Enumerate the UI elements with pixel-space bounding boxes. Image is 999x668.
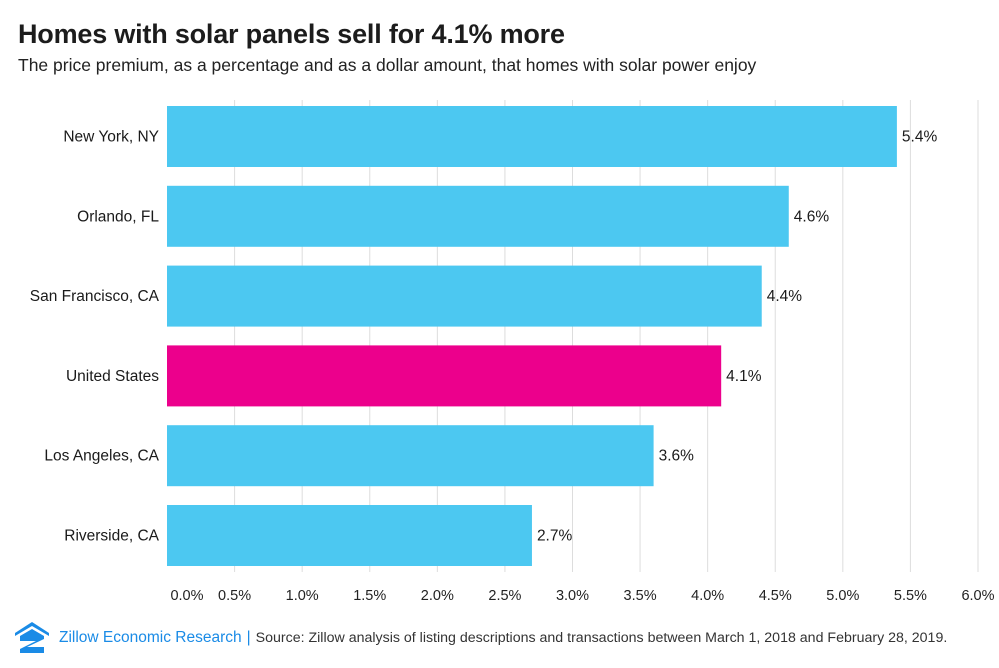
data-label: 3.6% (659, 448, 695, 465)
bar (167, 505, 532, 566)
x-tick-label: 2.0% (421, 588, 454, 604)
category-label: San Francisco, CA (30, 288, 160, 305)
x-tick-label: 1.5% (353, 588, 386, 604)
bar (167, 106, 897, 167)
footer: Zillow Economic Research | Source: Zillo… (13, 620, 947, 656)
data-label: 4.1% (726, 368, 762, 385)
category-label: New York, NY (63, 129, 159, 146)
data-label: 5.4% (902, 129, 938, 146)
footer-separator: | (246, 629, 251, 646)
category-label: Los Angeles, CA (44, 448, 159, 465)
x-tick-label: 5.5% (894, 588, 927, 604)
bar (167, 265, 762, 327)
category-label: Orlando, FL (77, 208, 159, 225)
data-label: 4.6% (794, 208, 830, 225)
x-tick-label: 3.0% (556, 588, 589, 604)
x-tick-label: 4.5% (759, 588, 792, 604)
category-label: United States (66, 368, 159, 385)
category-label: Riverside, CA (64, 528, 159, 545)
footer-brand: Zillow Economic Research (59, 629, 242, 646)
x-tick-label: 6.0% (961, 588, 994, 604)
data-label: 2.7% (537, 528, 573, 545)
chart-title: Homes with solar panels sell for 4.1% mo… (18, 19, 565, 49)
x-tick-label: 1.0% (286, 588, 319, 604)
x-tick-label: 2.5% (488, 588, 521, 604)
zillow-logo-icon (15, 622, 49, 653)
footer-source: Source: Zillow analysis of listing descr… (255, 630, 948, 646)
bar (167, 425, 654, 487)
bar (167, 185, 789, 247)
x-tick-label: 0.5% (218, 588, 251, 604)
x-tick-label: 5.0% (826, 588, 859, 604)
x-tick-label: 0.0% (170, 588, 203, 604)
data-label: 4.4% (767, 288, 803, 305)
x-tick-label: 3.5% (624, 588, 657, 604)
bar (167, 345, 722, 407)
chart-subtitle: The price premium, as a percentage and a… (18, 55, 757, 75)
x-tick-label: 4.0% (691, 588, 724, 604)
